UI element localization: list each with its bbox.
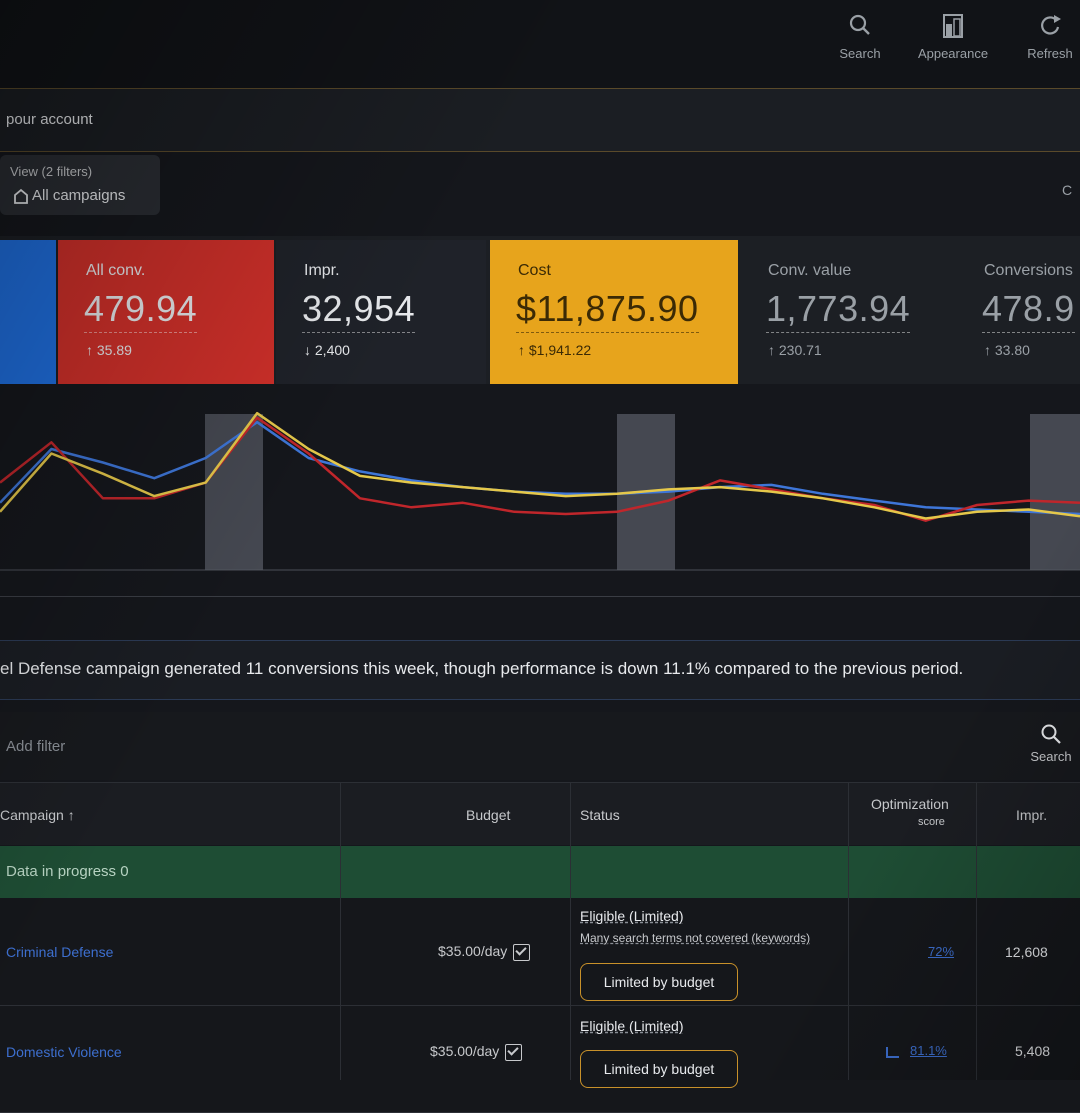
data-progress-row: Data in progress 0 bbox=[0, 846, 1080, 898]
budget-check-icon bbox=[505, 1043, 523, 1061]
budget-cell[interactable]: $35.00/day bbox=[438, 943, 531, 961]
scorecard-value: 32,954 bbox=[302, 288, 416, 333]
table-header: Campaign ↑ Budget Status Optimization sc… bbox=[0, 782, 1080, 845]
status-detail: Many search terms not covered (keywords) bbox=[580, 931, 811, 945]
scorecard-value: 479.94 bbox=[84, 288, 198, 333]
scorecard-name: Impr. bbox=[304, 262, 340, 279]
search-icon bbox=[815, 10, 905, 42]
table-search-label: Search bbox=[1030, 749, 1072, 764]
optimization-score-link[interactable]: 72% bbox=[928, 944, 955, 959]
scorecard-cost[interactable]: Cost $11,875.90 ↑ $1,941.22 bbox=[490, 240, 738, 384]
col-optimization-sub: score bbox=[918, 816, 945, 828]
insight-text: el Defense campaign generated 11 convers… bbox=[0, 659, 964, 678]
scorecard-blue-edge bbox=[0, 240, 56, 384]
home-icon bbox=[12, 187, 30, 205]
budget-check-icon bbox=[513, 943, 531, 961]
campaign-name-link[interactable]: Criminal Defense bbox=[6, 944, 114, 960]
appearance-tool-label: Appearance bbox=[917, 46, 989, 61]
appearance-icon bbox=[908, 10, 998, 42]
budget-cell[interactable]: $35.00/day bbox=[430, 1043, 523, 1061]
recommendation-icon bbox=[886, 1046, 899, 1058]
limited-by-budget-badge[interactable]: Limited by budget bbox=[580, 1050, 738, 1088]
column-divider bbox=[848, 782, 849, 1080]
scorecard-delta: ↑ $1,941.22 bbox=[518, 342, 592, 358]
limited-by-budget-badge[interactable]: Limited by budget bbox=[580, 963, 738, 1001]
scorecard-conv-value[interactable]: Conv. value 1,773.94 ↑ 230.71 bbox=[740, 240, 954, 384]
filter-bar: Add filter Search bbox=[0, 712, 1080, 780]
chart-highlight-band bbox=[1030, 414, 1080, 570]
search-icon bbox=[1041, 724, 1061, 744]
scorecard-all-conv[interactable]: All conv. 479.94 ↑ 35.89 bbox=[58, 240, 274, 384]
right-edge-hint: C bbox=[1062, 182, 1073, 198]
scorecard-name: Conv. value bbox=[768, 262, 852, 279]
chart-series-line-0 bbox=[0, 420, 1080, 516]
scorecard-delta: ↑ 33.80 bbox=[984, 342, 1030, 358]
impressions-value: 12,608 bbox=[1005, 944, 1048, 960]
optimization-score-link[interactable]: 81.1% bbox=[886, 1043, 947, 1058]
campaign-name-link[interactable]: Domestic Violence bbox=[6, 1044, 122, 1060]
search-tool[interactable]: Search bbox=[815, 10, 905, 70]
appearance-tool[interactable]: Appearance bbox=[908, 10, 998, 70]
view-selector-caption: View (2 filters) bbox=[10, 164, 93, 179]
data-progress-text: Data in progress 0 bbox=[6, 863, 129, 880]
column-divider bbox=[570, 782, 571, 1080]
chart-highlight-band bbox=[205, 414, 263, 570]
chart-series-line-2 bbox=[0, 411, 1080, 520]
refresh-tool[interactable]: Refresh bbox=[1005, 10, 1080, 70]
scorecard-delta: ↑ 230.71 bbox=[768, 342, 822, 358]
column-divider bbox=[340, 782, 341, 1080]
chart-divider bbox=[0, 596, 1080, 597]
table-search-button[interactable]: Search bbox=[1024, 722, 1078, 764]
chart-svg bbox=[0, 411, 1080, 571]
scorecard-value: $11,875.90 bbox=[516, 288, 699, 333]
scorecard-conversions[interactable]: Conversions 478.9 ↑ 33.80 bbox=[956, 240, 1080, 384]
col-status[interactable]: Status bbox=[580, 807, 620, 823]
account-bar: pour account bbox=[0, 88, 1080, 152]
col-campaign[interactable]: Campaign ↑ bbox=[0, 807, 75, 823]
scorecard-value: 478.9 bbox=[982, 288, 1075, 333]
performance-chart bbox=[0, 392, 1080, 592]
refresh-icon bbox=[1005, 10, 1080, 42]
add-filter-input[interactable]: Add filter bbox=[6, 738, 66, 755]
account-label: pour account bbox=[6, 111, 93, 128]
view-selector[interactable]: View (2 filters) All campaigns bbox=[0, 155, 160, 215]
scorecard-impr[interactable]: Impr. 32,954 ↓ 2,400 bbox=[276, 240, 486, 384]
refresh-tool-label: Refresh bbox=[1027, 46, 1073, 61]
col-impr[interactable]: Impr. bbox=[1016, 807, 1048, 823]
scorecard-value: 1,773.94 bbox=[766, 288, 911, 333]
top-toolbar bbox=[0, 0, 1080, 88]
table-row: Domestic Violence $35.00/day Eligible (L… bbox=[0, 1006, 1080, 1113]
col-optimization[interactable]: Optimization bbox=[871, 796, 949, 812]
scorecard-name: Conversions bbox=[984, 262, 1073, 279]
col-budget[interactable]: Budget bbox=[466, 807, 511, 823]
scorecard-delta: ↓ 2,400 bbox=[304, 342, 350, 358]
optimization-score-value: 81.1% bbox=[910, 1043, 947, 1058]
scorecard-name: Cost bbox=[518, 262, 551, 279]
status-text: Eligible (Limited) bbox=[580, 1018, 684, 1034]
view-selector-value: All campaigns bbox=[32, 187, 126, 204]
budget-value: $35.00/day bbox=[438, 943, 508, 959]
budget-value: $35.00/day bbox=[430, 1043, 500, 1059]
scorecard-name: All conv. bbox=[86, 262, 146, 279]
column-divider bbox=[976, 782, 977, 1080]
scorecard-delta: ↑ 35.89 bbox=[86, 342, 132, 358]
search-tool-label: Search bbox=[839, 46, 881, 61]
insight-banner: el Defense campaign generated 11 convers… bbox=[0, 640, 1080, 700]
impressions-value: 5,408 bbox=[1015, 1043, 1051, 1059]
status-text: Eligible (Limited) bbox=[580, 908, 684, 924]
table-row: Criminal Defense $35.00/day Eligible (Li… bbox=[0, 899, 1080, 1006]
